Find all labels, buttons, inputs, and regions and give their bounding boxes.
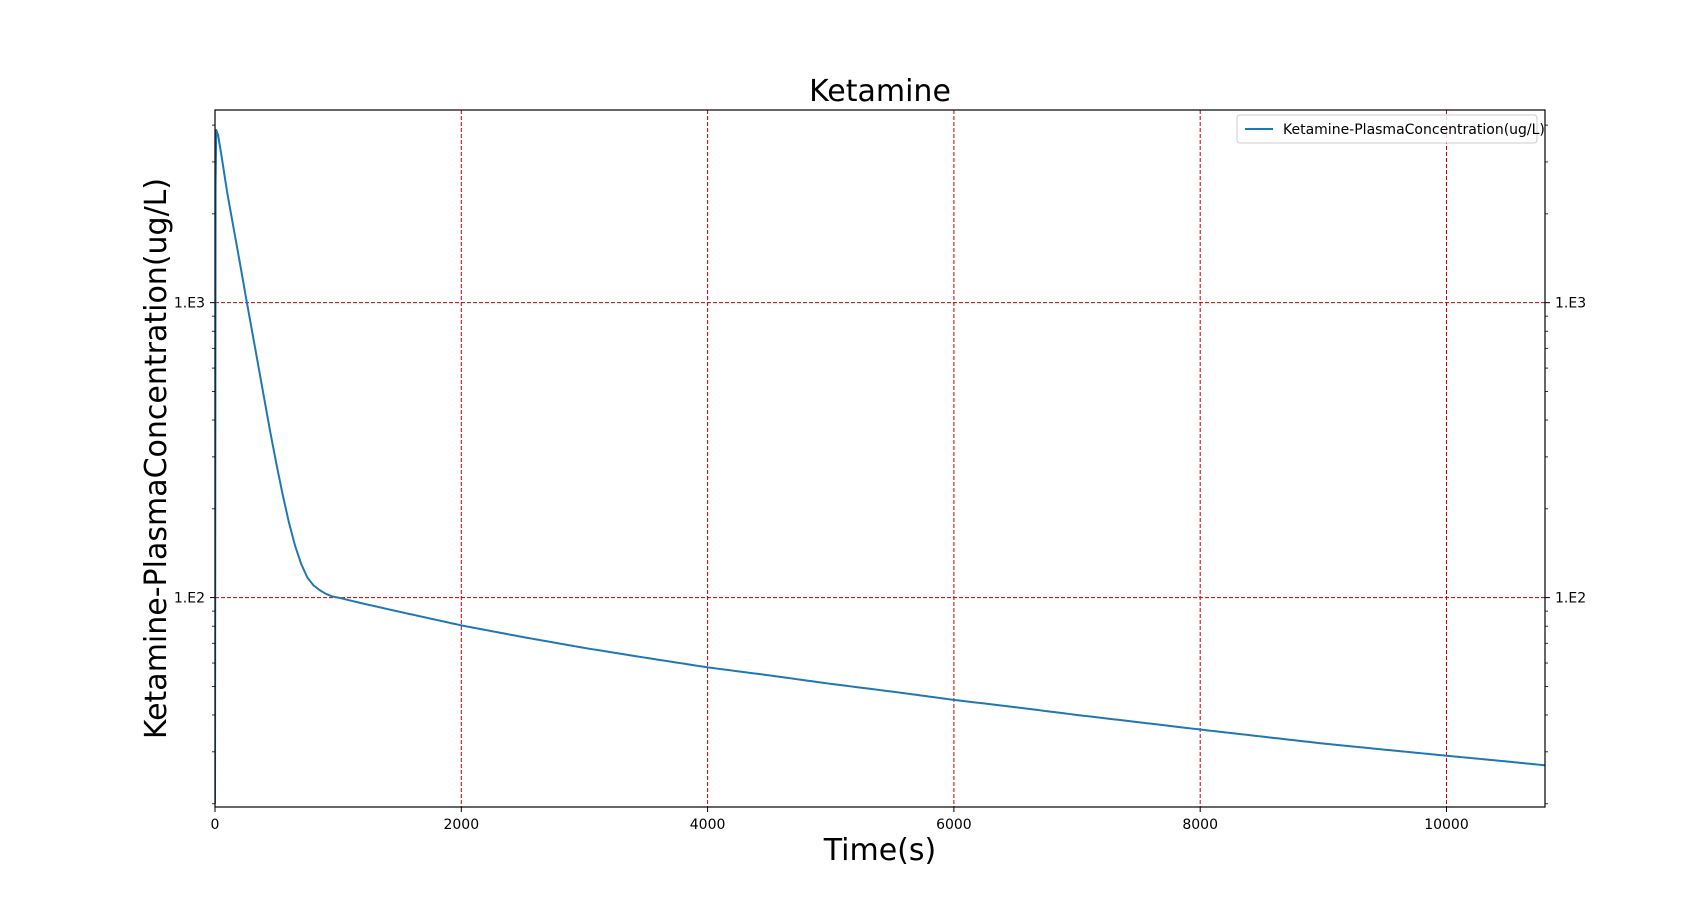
y-tick-label-right: 1.E2 <box>1555 591 1586 607</box>
axis-ticks: 0 2000 4000 6000 8000 10000 1.E2 1.E2 1.E3 1.E3 <box>174 124 1586 833</box>
grid-lines <box>215 110 1545 807</box>
y-tick-label: 1.E2 <box>174 591 205 607</box>
x-tick-label: 4000 <box>690 817 726 833</box>
plot-area-frame <box>214 109 1546 808</box>
legend-label: Ketamine-PlasmaConcentration(ug/L) <box>1283 122 1545 138</box>
x-tick-label: 2000 <box>443 817 479 833</box>
series-line <box>215 128 1545 804</box>
y-tick-label-right: 1.E3 <box>1555 296 1586 312</box>
chart-title: Ketamine <box>809 74 951 109</box>
x-axis-label: Time(s) <box>823 833 936 868</box>
legend: Ketamine-PlasmaConcentration(ug/L) <box>1236 114 1545 144</box>
legend-box <box>1236 114 1538 144</box>
x-tick-label: 10000 <box>1424 817 1469 833</box>
y-axis-label: Ketamine-PlasmaConcentration(ug/L) <box>139 178 174 739</box>
x-tick-label: 0 <box>211 817 220 833</box>
y-tick-label: 1.E3 <box>174 296 205 312</box>
x-tick-label: 8000 <box>1182 817 1218 833</box>
x-tick-label: 6000 <box>936 817 972 833</box>
series-lines <box>215 128 1545 804</box>
